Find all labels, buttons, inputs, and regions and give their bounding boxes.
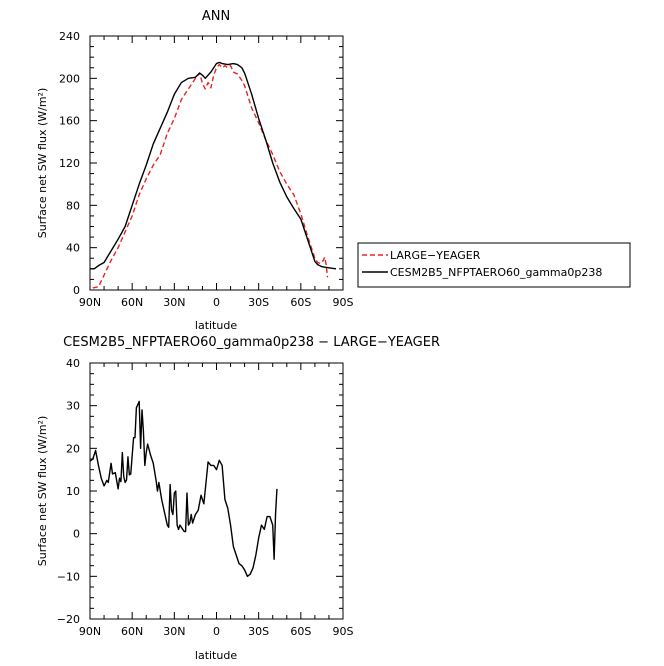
top-y-tick-label: 0 xyxy=(73,284,80,297)
top-y-tick-label: 40 xyxy=(66,242,80,255)
top-y-tick-label: 200 xyxy=(59,72,80,85)
bottom-x-tick-label: 60S xyxy=(290,625,311,638)
top-y-tick-label: 240 xyxy=(59,30,80,43)
top-x-tick-label: 90S xyxy=(333,296,354,309)
bottom-y-tick-label: −10 xyxy=(57,570,80,583)
bottom-y-axis-label: Surface net SW flux (W/m²) xyxy=(36,416,49,567)
bottom-plot-frame xyxy=(89,362,344,620)
bottom-x-tick-label: 0 xyxy=(213,625,220,638)
bottom-x-axis-label: latitude xyxy=(195,649,237,662)
bottom-y-tick-label: 10 xyxy=(66,485,80,498)
top-x-tick-label: 30S xyxy=(248,296,269,309)
top-series-line-1 xyxy=(90,61,337,270)
bottom-axis-ticks: 90N 60N 30N 0 30S 60S 90S −20 −10 0 10 20 30 40 xyxy=(57,357,354,638)
top-plot-frame xyxy=(89,35,344,291)
bottom-chart-title: CESM2B5_NFPTAERO60_gamma0p238 − LARGE−YE… xyxy=(63,335,440,350)
top-x-tick-label: 30N xyxy=(163,296,185,309)
bottom-x-tick-label: 90S xyxy=(333,625,354,638)
top-y-axis-label: Surface net SW flux (W/m²) xyxy=(36,88,49,239)
legend: LARGE−YEAGER CESM2B5_NFPTAERO60_gamma0p2… xyxy=(357,242,631,288)
bottom-panel: CESM2B5_NFPTAERO60_gamma0p238 − LARGE−YE… xyxy=(36,335,440,662)
bottom-y-tick-label: 30 xyxy=(66,400,80,413)
top-y-tick-label: 120 xyxy=(59,157,80,170)
top-x-tick-label: 60N xyxy=(121,296,143,309)
top-chart-title: ANN xyxy=(202,9,230,24)
bottom-y-tick-label: −20 xyxy=(57,613,80,626)
top-panel: ANN 90N 60N 30N 0 30S 60S 90S 0 40 80 120 160 200 240… xyxy=(36,9,354,332)
legend-entry-large-yeager: LARGE−YEAGER xyxy=(390,249,481,262)
bottom-x-tick-label: 30S xyxy=(248,625,269,638)
bottom-series-line-0 xyxy=(89,400,278,578)
top-series-lines xyxy=(90,61,337,289)
top-y-tick-label: 80 xyxy=(66,199,80,212)
bottom-y-tick-label: 40 xyxy=(66,357,80,370)
bottom-x-tick-label: 30N xyxy=(163,625,185,638)
legend-entry-cesm2b5: CESM2B5_NFPTAERO60_gamma0p238 xyxy=(390,266,602,279)
top-x-tick-label: 0 xyxy=(213,296,220,309)
legend-box xyxy=(357,242,631,288)
bottom-y-tick-label: 0 xyxy=(73,528,80,541)
bottom-x-tick-label: 60N xyxy=(121,625,143,638)
top-y-tick-label: 160 xyxy=(59,115,80,128)
bottom-y-tick-label: 20 xyxy=(66,442,80,455)
bottom-x-tick-label: 90N xyxy=(79,625,101,638)
top-axis-ticks: 90N 60N 30N 0 30S 60S 90S 0 40 80 120 160 200 240 xyxy=(59,30,354,309)
top-x-axis-label: latitude xyxy=(195,319,237,332)
top-series-line-0 xyxy=(92,63,329,289)
bottom-series-lines xyxy=(89,400,278,578)
top-x-tick-label: 90N xyxy=(79,296,101,309)
top-x-tick-label: 60S xyxy=(290,296,311,309)
